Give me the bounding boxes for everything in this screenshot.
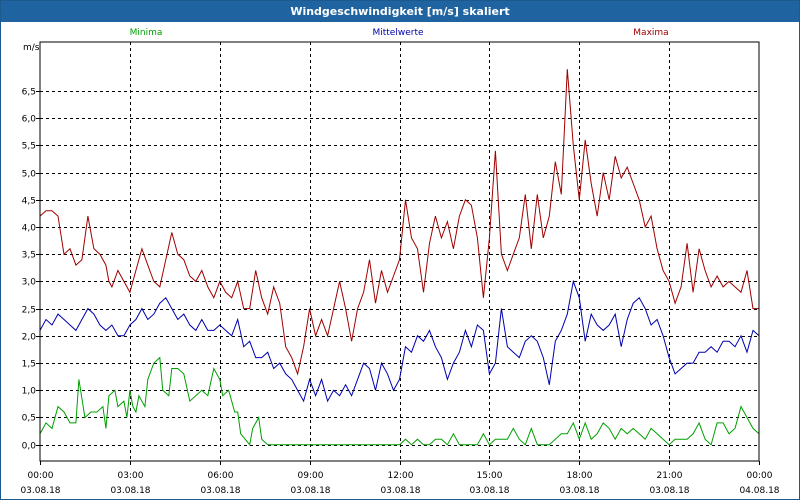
- x-tick-date: 03.08.18: [380, 486, 420, 496]
- x-tick-date: 03.08.18: [200, 486, 240, 496]
- y-tick-label: 2,0: [22, 333, 37, 343]
- y-tick-label: 5,0: [22, 170, 37, 180]
- y-tick-label: 1,0: [22, 387, 37, 397]
- y-axis-label: m/s: [23, 43, 40, 53]
- y-tick-label: 2,5: [22, 306, 36, 316]
- x-tick-date: 04.08.18: [739, 486, 779, 496]
- y-tick-label: 3,5: [22, 251, 36, 261]
- x-tick-time: 06:00: [208, 471, 234, 481]
- legend-mittelwerte: Mittelwerte: [372, 28, 423, 38]
- y-tick-label: 6,0: [22, 115, 37, 125]
- x-tick-time: 12:00: [388, 471, 414, 481]
- y-tick-label: 0,0: [22, 442, 37, 452]
- x-tick-time: 18:00: [567, 471, 593, 481]
- x-tick-date: 03.08.18: [649, 486, 689, 496]
- series-line-mittelwerte: [39, 279, 760, 403]
- x-tick-date: 03.08.18: [469, 486, 509, 496]
- x-tick-time: 15:00: [477, 471, 503, 481]
- series-line-minima: [39, 356, 760, 446]
- series-line-maxima: [39, 69, 759, 376]
- x-tick-time: 09:00: [298, 471, 324, 481]
- plot-frame: [39, 41, 760, 462]
- x-tick-time: 00:00: [747, 471, 773, 481]
- y-tick-label: 5,5: [22, 142, 36, 152]
- x-tick-date: 03.08.18: [110, 486, 150, 496]
- x-tick-date: 03.08.18: [20, 486, 60, 496]
- x-tick-date: 03.08.18: [559, 486, 599, 496]
- x-tick-time: 00:00: [28, 471, 54, 481]
- x-tick-time: 03:00: [118, 471, 144, 481]
- y-tick-label: 4,0: [22, 224, 37, 234]
- y-tick-label: 4,5: [22, 197, 36, 207]
- x-tick-time: 21:00: [657, 471, 683, 481]
- x-tick-date: 03.08.18: [290, 486, 330, 496]
- y-tick-label: 3,0: [22, 278, 37, 288]
- legend-minima: Minima: [130, 28, 163, 38]
- window-title: Windgeschwindigkeit [m/s] skaliert: [1, 1, 799, 22]
- legend-maxima: Maxima: [633, 28, 668, 38]
- y-tick-label: 1,5: [22, 360, 36, 370]
- y-tick-label: 6,5: [22, 88, 36, 98]
- y-tick-label: 0,5: [22, 414, 36, 424]
